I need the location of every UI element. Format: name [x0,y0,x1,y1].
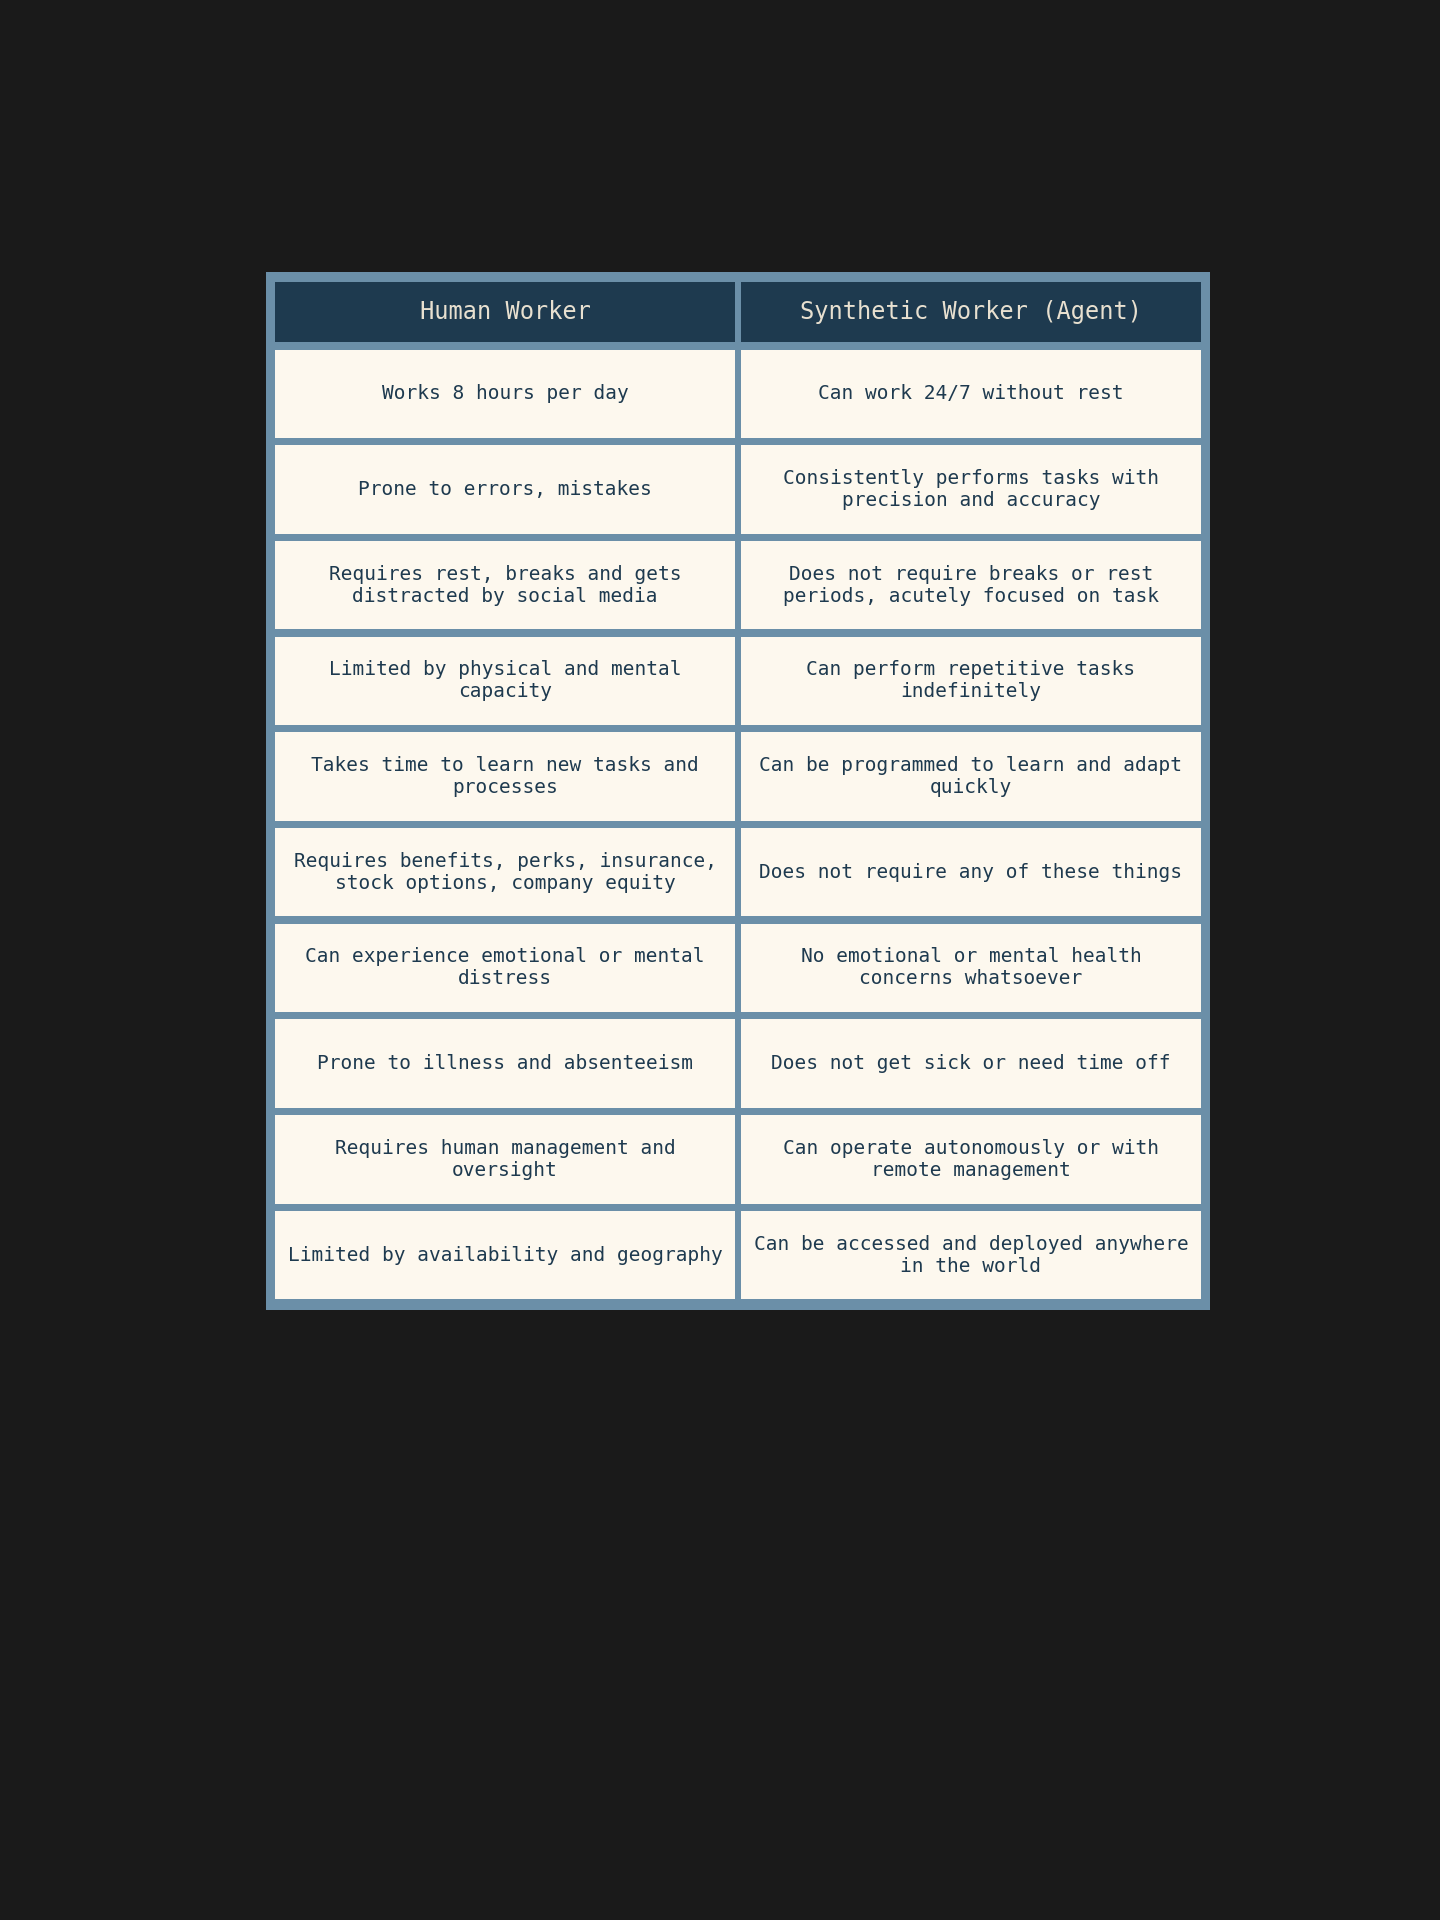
FancyBboxPatch shape [275,1020,734,1108]
FancyBboxPatch shape [275,924,734,1012]
FancyBboxPatch shape [275,1116,734,1204]
FancyBboxPatch shape [275,828,734,916]
Text: Can operate autonomously or with
remote management: Can operate autonomously or with remote … [783,1139,1159,1181]
FancyBboxPatch shape [266,273,1210,1309]
Text: Prone to illness and absenteeism: Prone to illness and absenteeism [317,1054,693,1073]
FancyBboxPatch shape [742,282,1201,342]
FancyBboxPatch shape [275,1212,734,1300]
Text: Works 8 hours per day: Works 8 hours per day [382,384,628,403]
Text: Can experience emotional or mental
distress: Can experience emotional or mental distr… [305,947,704,989]
Text: Requires human management and
oversight: Requires human management and oversight [334,1139,675,1181]
FancyBboxPatch shape [275,637,734,726]
Text: No emotional or mental health
concerns whatsoever: No emotional or mental health concerns w… [801,947,1142,989]
FancyBboxPatch shape [742,924,1201,1012]
FancyBboxPatch shape [275,349,734,438]
FancyBboxPatch shape [742,445,1201,534]
FancyBboxPatch shape [742,637,1201,726]
Text: Human Worker: Human Worker [419,300,590,324]
FancyBboxPatch shape [275,445,734,534]
Text: Does not require breaks or rest
periods, acutely focused on task: Does not require breaks or rest periods,… [783,564,1159,605]
Text: Requires rest, breaks and gets
distracted by social media: Requires rest, breaks and gets distracte… [328,564,681,605]
FancyBboxPatch shape [742,1116,1201,1204]
Text: Can be accessed and deployed anywhere
in the world: Can be accessed and deployed anywhere in… [753,1235,1188,1275]
FancyBboxPatch shape [275,732,734,822]
FancyBboxPatch shape [742,541,1201,630]
Text: Can perform repetitive tasks
indefinitely: Can perform repetitive tasks indefinitel… [806,660,1136,701]
FancyBboxPatch shape [275,282,734,342]
FancyBboxPatch shape [742,1212,1201,1300]
Text: Consistently performs tasks with
precision and accuracy: Consistently performs tasks with precisi… [783,468,1159,511]
FancyBboxPatch shape [742,828,1201,916]
Text: Synthetic Worker (Agent): Synthetic Worker (Agent) [801,300,1142,324]
Text: Prone to errors, mistakes: Prone to errors, mistakes [359,480,652,499]
Text: Limited by physical and mental
capacity: Limited by physical and mental capacity [328,660,681,701]
Text: Can be programmed to learn and adapt
quickly: Can be programmed to learn and adapt qui… [759,756,1182,797]
Text: Requires benefits, perks, insurance,
stock options, company equity: Requires benefits, perks, insurance, sto… [294,852,717,893]
FancyBboxPatch shape [275,541,734,630]
Text: Takes time to learn new tasks and
processes: Takes time to learn new tasks and proces… [311,756,698,797]
Text: Limited by availability and geography: Limited by availability and geography [288,1246,723,1265]
FancyBboxPatch shape [742,732,1201,822]
FancyBboxPatch shape [742,1020,1201,1108]
FancyBboxPatch shape [742,349,1201,438]
Text: Can work 24/7 without rest: Can work 24/7 without rest [818,384,1123,403]
Text: Does not require any of these things: Does not require any of these things [759,862,1182,881]
Text: Does not get sick or need time off: Does not get sick or need time off [772,1054,1171,1073]
